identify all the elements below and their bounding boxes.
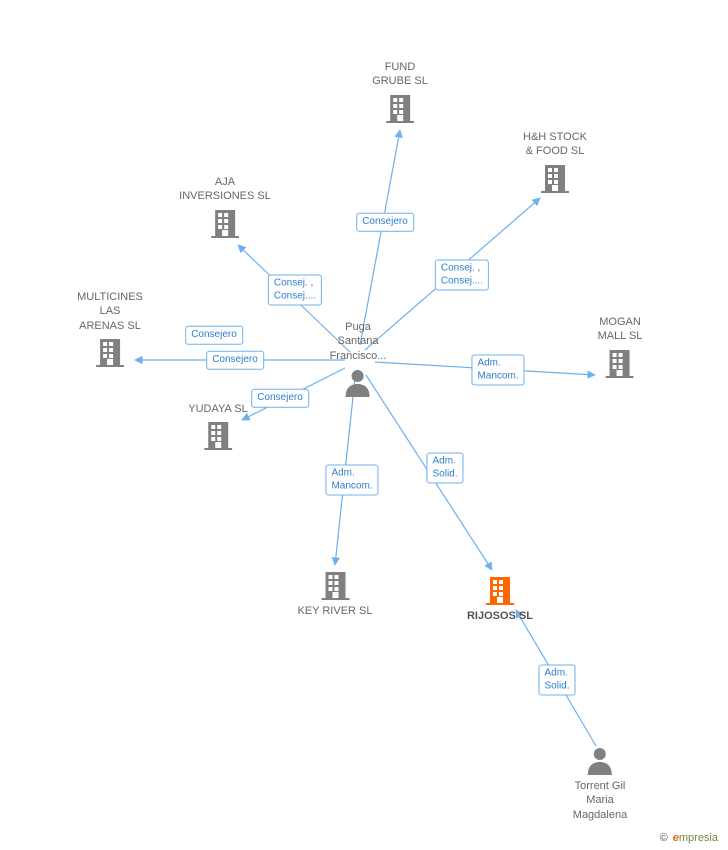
footer-copyright: © empresia	[660, 832, 718, 844]
node-hh[interactable]: H&H STOCK & FOOD SL	[523, 130, 587, 193]
building-icon	[211, 208, 239, 238]
edge-label: Consejero	[206, 351, 264, 370]
node-yudaya[interactable]: YUDAYA SL	[188, 402, 248, 450]
copyright-symbol: ©	[660, 832, 668, 844]
network-diagram: Puga Santana Francisco... FUND GRUBE SL …	[0, 0, 728, 850]
node-label: KEY RIVER SL	[298, 604, 373, 618]
building-icon	[606, 348, 634, 378]
edge-label: Consej. , Consej....	[435, 260, 489, 291]
node-label: AJA INVERSIONES SL	[179, 175, 271, 204]
edge-label: Adm. Solid.	[538, 665, 575, 696]
node-rijosos[interactable]: RIJOSOS SL	[467, 575, 533, 623]
person-icon	[586, 745, 614, 775]
node-keyriver[interactable]: KEY RIVER SL	[298, 570, 373, 618]
building-icon	[204, 420, 232, 450]
node-label: YUDAYA SL	[188, 402, 248, 416]
node-puga[interactable]: Puga Santana Francisco...	[330, 320, 387, 397]
edges-layer	[0, 0, 728, 850]
node-torrent[interactable]: Torrent Gil Maria Magdalena	[573, 745, 627, 822]
building-icon	[386, 93, 414, 123]
node-multicines[interactable]: MULTICINES LAS ARENAS SL	[77, 290, 143, 367]
node-label: MOGAN MALL SL	[598, 315, 643, 344]
building-icon	[486, 575, 514, 605]
node-label: Torrent Gil Maria Magdalena	[573, 779, 627, 822]
edge-label: Adm. Mancom.	[325, 465, 378, 496]
edge-line	[360, 130, 400, 345]
node-label: RIJOSOS SL	[467, 609, 533, 623]
edge-label: Consejero	[185, 326, 243, 345]
node-label: MULTICINES LAS ARENAS SL	[77, 290, 143, 333]
brand: empresia	[673, 832, 718, 844]
node-fund[interactable]: FUND GRUBE SL	[372, 60, 428, 123]
node-label: FUND GRUBE SL	[372, 60, 428, 89]
edge-label: Adm. Solid.	[426, 453, 463, 484]
edge-label: Consejero	[251, 389, 309, 408]
edge-label: Consej. , Consej....	[268, 275, 322, 306]
node-label: Puga Santana Francisco...	[330, 320, 387, 363]
edge-label: Adm. Mancom.	[471, 355, 524, 386]
node-mogan[interactable]: MOGAN MALL SL	[598, 315, 643, 378]
person-icon	[344, 367, 372, 397]
node-aja[interactable]: AJA INVERSIONES SL	[179, 175, 271, 238]
building-icon	[321, 570, 349, 600]
node-label: H&H STOCK & FOOD SL	[523, 130, 587, 159]
building-icon	[541, 163, 569, 193]
building-icon	[96, 337, 124, 367]
edge-label: Consejero	[356, 213, 414, 232]
